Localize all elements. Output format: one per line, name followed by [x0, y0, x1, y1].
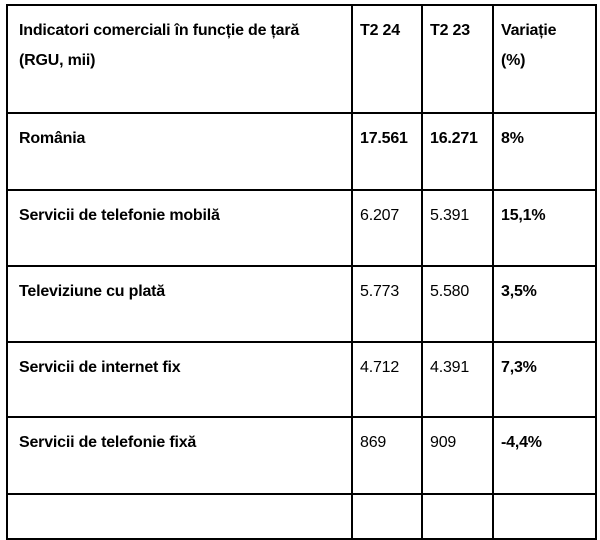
table-row-fixed-internet: Servicii de internet fix 4.712 4.391 7,3…: [6, 341, 597, 418]
header-variation-line2: (%): [501, 52, 526, 69]
row-t2-23-value: 16.271: [421, 112, 494, 191]
row-t2-23-value: 5.580: [421, 265, 494, 343]
row-t2-23-value: 4.391: [421, 341, 494, 418]
row-t2-23-value: 5.391: [421, 189, 494, 267]
table-row-mobile-telephony: Servicii de telefonie mobilă 6.207 5.391…: [6, 189, 597, 267]
row-variation: 3,5%: [492, 265, 597, 343]
table-row-fixed-telephony: Servicii de telefonie fixă 869 909 -4,4%: [6, 416, 597, 495]
row-t2-24-value: 17.561: [351, 112, 423, 191]
table-row-pay-tv: Televiziune cu plată 5.773 5.580 3,5%: [6, 265, 597, 343]
commercial-indicators-table: Indicatori comerciali în funcție de țară…: [6, 4, 597, 540]
row-t2-24-value: 4.712: [351, 341, 423, 418]
row-variation: -4,4%: [492, 416, 597, 495]
header-indicator-line1: Indicatori comerciali în funcție de țară: [19, 22, 300, 39]
row-t2-23-value: 909: [421, 416, 494, 495]
row-label: Servicii de telefonie fixă: [6, 416, 353, 495]
row-label: Servicii de telefonie mobilă: [6, 189, 353, 267]
header-variation-line1: Variație: [501, 22, 557, 39]
header-indicator-line2: (RGU, mii): [19, 52, 96, 69]
row-variation: 7,3%: [492, 341, 597, 418]
header-cell-t2-23: T2 23: [421, 4, 494, 114]
row-label: Servicii de internet fix: [6, 341, 353, 418]
row-t2-24-value: 6.207: [351, 189, 423, 267]
table-header-row: Indicatori comerciali în funcție de țară…: [6, 4, 597, 114]
row-label: Televiziune cu plată: [6, 265, 353, 343]
table-row-romania: România 17.561 16.271 8%: [6, 112, 597, 191]
row-t2-24-value: 5.773: [351, 265, 423, 343]
header-cell-indicator: Indicatori comerciali în funcție de țară…: [6, 4, 353, 114]
row-t2-24-value: 869: [351, 416, 423, 495]
row-variation: 15,1%: [492, 189, 597, 267]
row-variation: 8%: [492, 112, 597, 191]
header-cell-t2-24: T2 24: [351, 4, 423, 114]
header-cell-variation: Variație (%): [492, 4, 597, 114]
row-label: România: [6, 112, 353, 191]
